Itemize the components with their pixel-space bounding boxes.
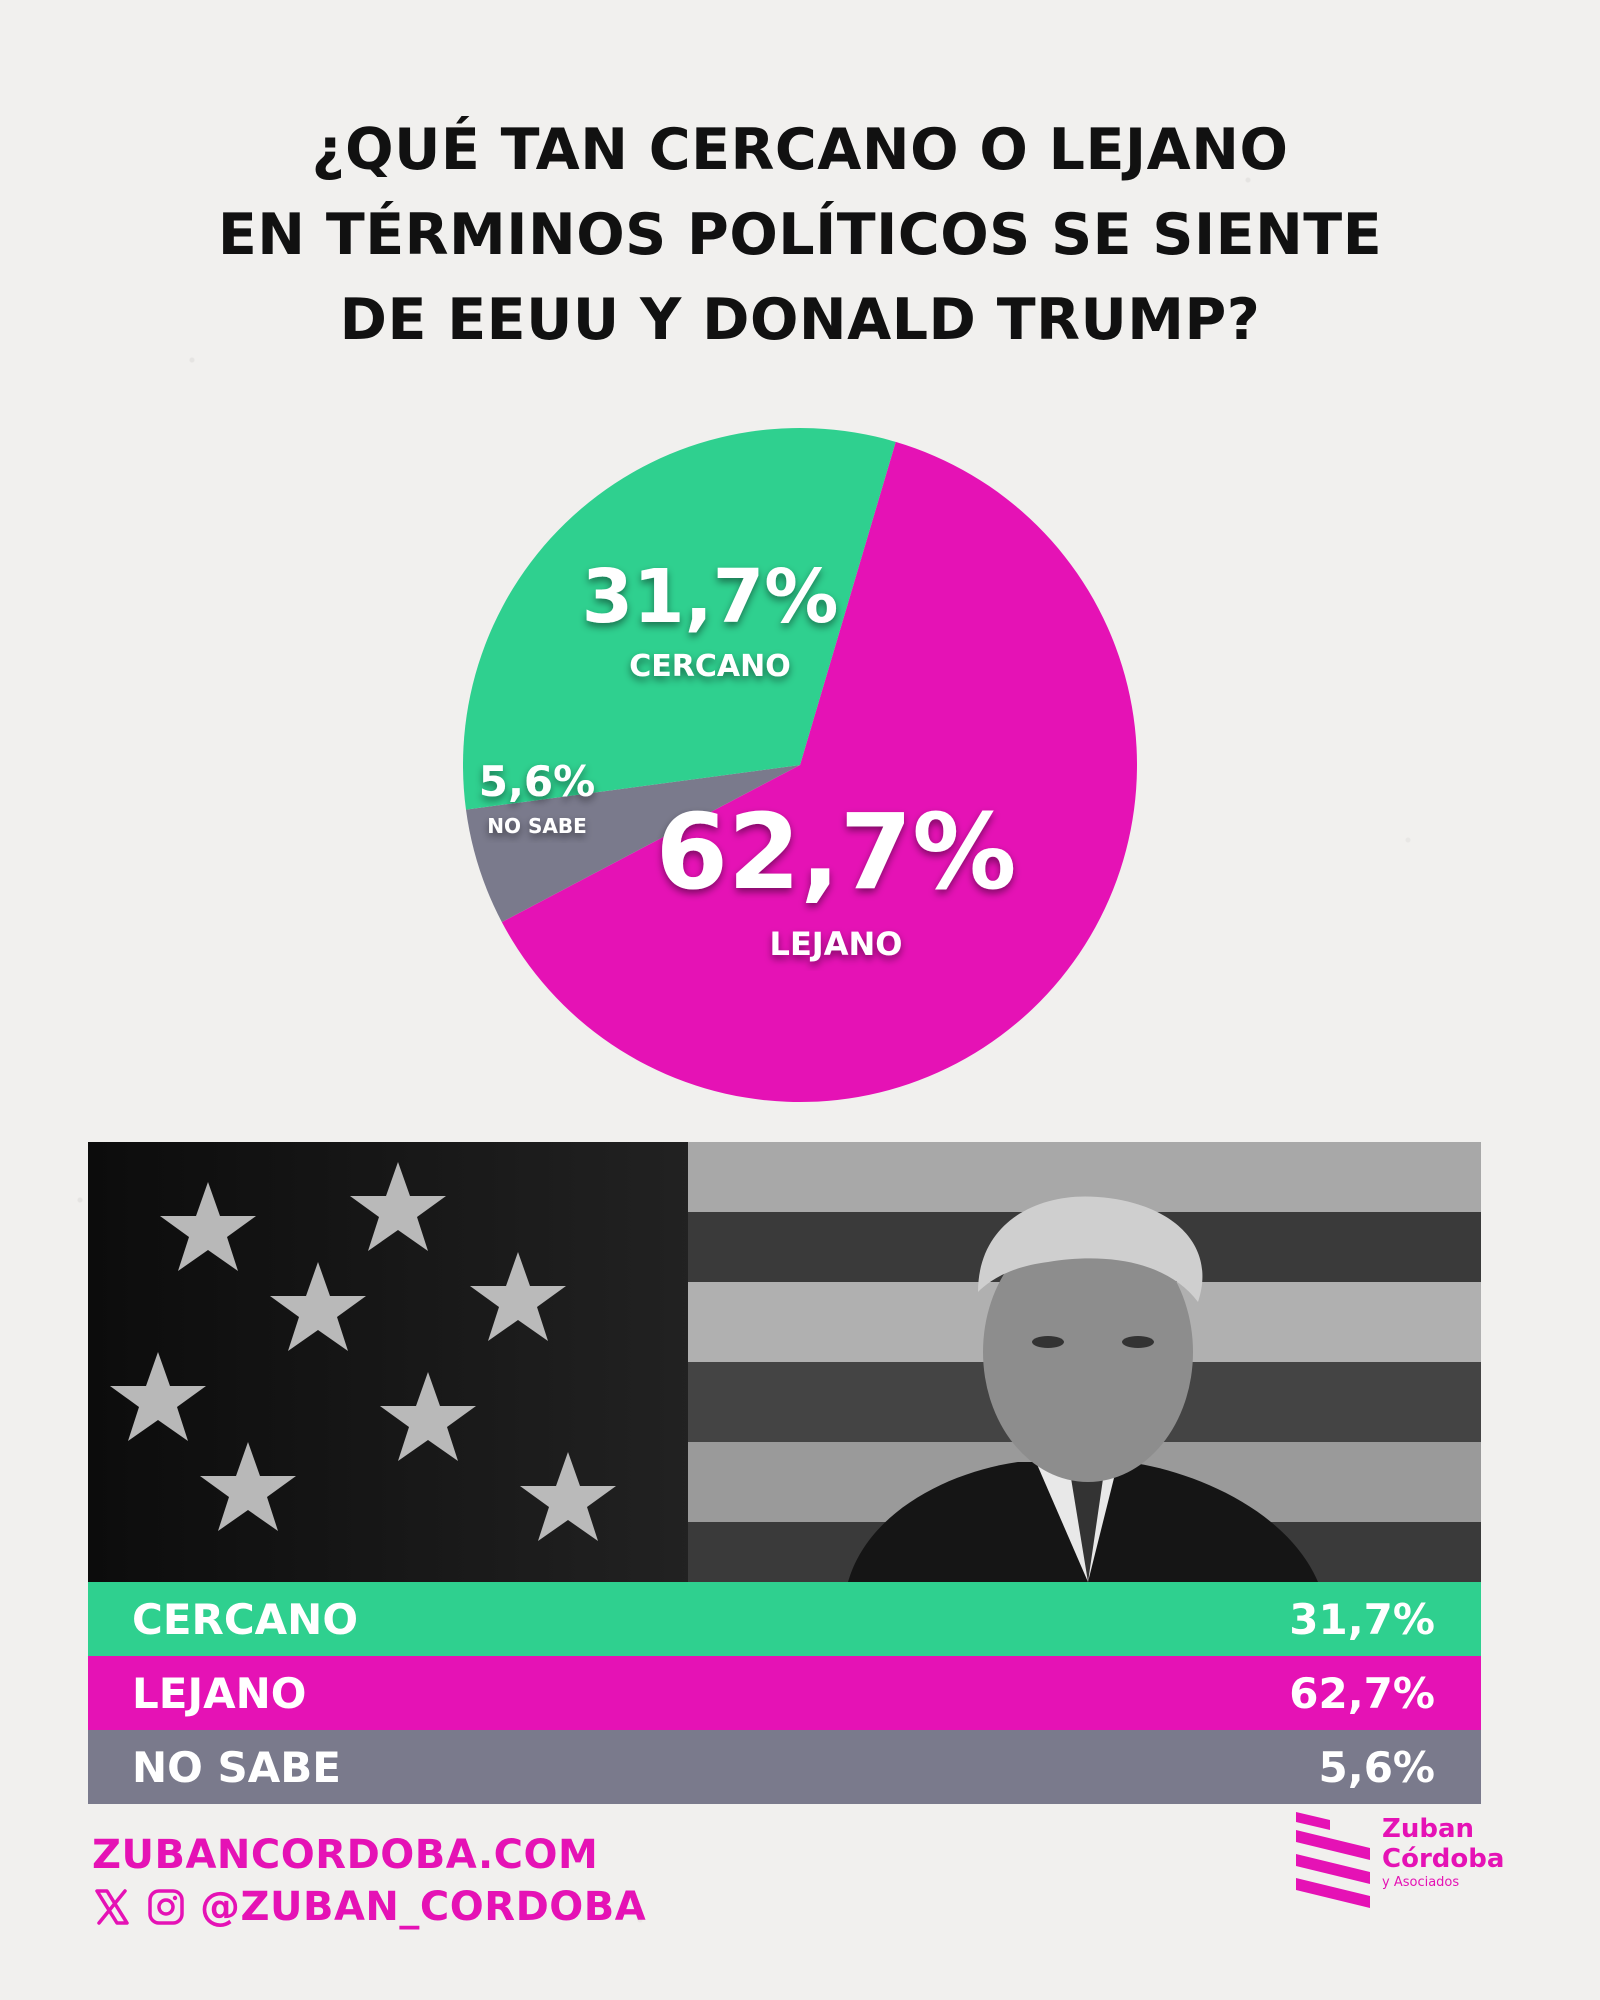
row-label-no-sabe: NO SABE [132,1742,341,1792]
title-line-3: DE EEUU Y DONALD TRUMP? [339,287,1261,353]
website-link[interactable]: ZUBANCORDOBA.COM [92,1832,599,1878]
row-value-lejano: 62,7% [1289,1668,1435,1718]
instagram-icon[interactable] [146,1887,186,1927]
results-table: CERCANO 31,7% LEJANO 62,7% NO SABE 5,6% [88,1582,1481,1804]
logo-line-3: y Asociados [1382,1875,1460,1890]
table-row: NO SABE 5,6% [88,1730,1481,1804]
pie-value-label-cercano: 31,7% [582,554,839,640]
logo-text: Zuban Córdoba y Asociados [1382,1814,1504,1892]
logo-line-2: Córdoba [1382,1844,1505,1874]
pie-value-label-lejano: 62,7% [656,791,1017,913]
row-label-lejano: LEJANO [132,1668,307,1718]
zuban-cordoba-logo: Zuban Córdoba y Asociados [1290,1808,1520,1918]
table-row: CERCANO 31,7% [88,1582,1481,1656]
x-icon[interactable] [92,1887,132,1927]
trump-flag-photo [88,1142,1481,1582]
pie-slice-no-sabe [465,765,800,923]
logo-line-1: Zuban [1382,1814,1475,1844]
title-line-2: EN TÉRMINOS POLÍTICOS SE SIENTE [217,202,1383,268]
logo-mark-icon [1296,1812,1370,1908]
row-label-cercano: CERCANO [132,1594,359,1644]
question-title: ¿QUÉ TAN CERCANO O LEJANO EN TÉRMINOS PO… [0,108,1600,363]
pie-category-label-cercano: CERCANO [629,649,790,684]
pie-slice-lejano [501,441,1137,1102]
title-line-1: ¿QUÉ TAN CERCANO O LEJANO [311,117,1289,183]
pie-category-label-no-sabe: NO SABE [487,814,587,838]
row-value-no-sabe: 5,6% [1318,1742,1435,1792]
pie-slice-cercano [463,427,896,810]
pie-category-label-lejano: LEJANO [770,925,903,963]
row-value-cercano: 31,7% [1289,1594,1435,1644]
pie-chart: 31,7% CERCANO 62,7% LEJANO 5,6% NO SABE [463,427,1137,1102]
social-handle[interactable]: @ZUBAN_CORDOBA [200,1884,647,1930]
pie-value-label-no-sabe: 5,6% [479,757,595,806]
social-handles: @ZUBAN_CORDOBA [92,1884,646,1930]
table-row: LEJANO 62,7% [88,1656,1481,1730]
